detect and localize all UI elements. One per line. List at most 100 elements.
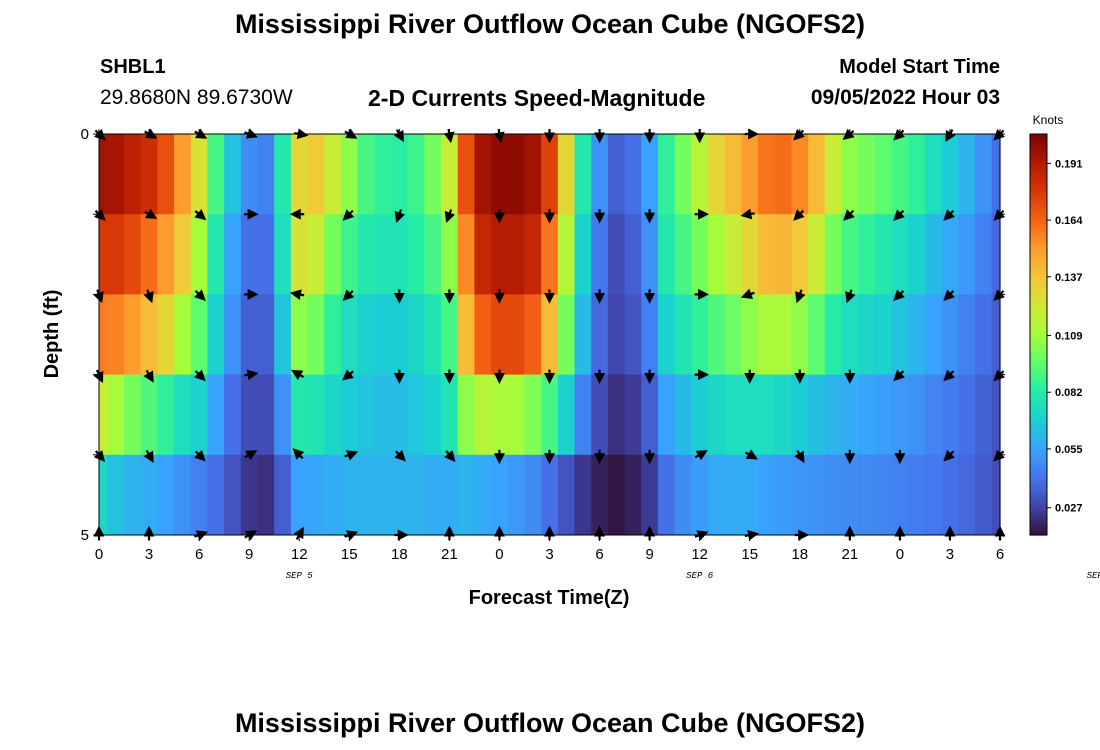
colorbar-swatch	[1030, 309, 1047, 313]
colorbar-swatch	[1030, 306, 1047, 311]
heatmap-cell	[708, 374, 726, 456]
heatmap-cell	[424, 454, 442, 536]
colorbar-swatch	[1030, 289, 1047, 293]
colorbar-swatch	[1030, 241, 1047, 245]
colorbar-swatch	[1030, 477, 1047, 481]
colorbar-swatch	[1030, 442, 1047, 446]
x-tick-label: 12	[691, 546, 708, 563]
heatmap-cell	[274, 454, 292, 536]
y-tick-label: 5	[81, 527, 89, 544]
colorbar-swatch	[1030, 519, 1047, 524]
current-arrow	[845, 289, 856, 304]
heatmap-cell	[240, 294, 259, 376]
heatmap-cell	[574, 374, 592, 456]
heatmap-cell	[574, 454, 592, 536]
heatmap-cell	[874, 214, 893, 295]
colorbar-swatch	[1030, 419, 1047, 423]
heatmap-cell	[891, 134, 909, 215]
colorbar-swatch	[1030, 154, 1047, 158]
heatmap-cell	[824, 294, 843, 376]
model-start-value: 09/05/2022 Hour 03	[810, 86, 1000, 109]
heatmap-cell	[858, 134, 876, 215]
heatmap-cell	[891, 374, 909, 456]
heatmap-cell	[307, 454, 325, 536]
heatmap-cell	[674, 134, 692, 215]
heatmap-cell	[457, 454, 476, 536]
heatmap-cell	[991, 454, 1001, 536]
heatmap-cell	[674, 454, 692, 536]
heatmap-cell	[357, 454, 375, 536]
colorbar-swatch	[1030, 141, 1047, 145]
colorbar-swatch	[1030, 507, 1047, 511]
heatmap-cell	[924, 374, 943, 456]
heatmap-cell	[774, 134, 793, 215]
heatmap-cell	[107, 294, 125, 376]
heatmap-cell	[524, 454, 542, 536]
heatmap-cell	[591, 134, 609, 215]
colorbar-swatch	[1030, 149, 1047, 153]
heatmap-cell	[958, 214, 976, 295]
heatmap-cell	[958, 134, 976, 215]
current-arrow	[444, 450, 456, 463]
heatmap-cell	[808, 214, 826, 295]
colorbar-swatch	[1030, 251, 1047, 255]
colorbar-swatch	[1030, 259, 1047, 263]
colorbar-swatch	[1030, 372, 1047, 376]
heatmap-cell	[491, 214, 509, 295]
heatmap-cell	[574, 214, 592, 295]
heatmap-cell	[224, 134, 242, 215]
colorbar-swatch	[1030, 502, 1047, 506]
colorbar-swatch	[1030, 249, 1047, 253]
heatmap-cell	[724, 294, 742, 376]
colorbar-swatch	[1030, 437, 1047, 441]
heatmap-cell	[874, 454, 893, 536]
colorbar-swatch	[1030, 164, 1047, 168]
heatmap-cell	[124, 454, 142, 536]
chart-title: Mississippi River Outflow Ocean Cube (NG…	[234, 9, 866, 39]
heatmap-cell	[958, 294, 976, 376]
heatmap-cell	[824, 374, 843, 456]
colorbar-swatch	[1030, 236, 1047, 240]
x-tick-label: 21	[841, 546, 858, 563]
heatmap-cell	[541, 214, 559, 295]
colorbar-swatch	[1030, 434, 1047, 438]
heatmap-cell	[257, 454, 275, 536]
heatmap-cell	[908, 374, 926, 456]
colorbar-swatch	[1030, 144, 1047, 148]
x-axis: 0 3 6 9 12 15 18 21 0 3 6 9 12 15 18 21 0 3 6 SEP 5 SEP 6 SEP…	[95, 129, 1100, 581]
colorbar-swatch	[1030, 174, 1047, 178]
colorbar-swatch	[1030, 409, 1047, 413]
heatmap-cell	[591, 294, 609, 376]
colorbar-swatch	[1030, 211, 1047, 215]
heatmap-cell	[774, 294, 793, 376]
heatmap-cell	[591, 454, 609, 536]
colorbar-swatch	[1030, 489, 1047, 493]
heatmap-cell	[157, 454, 175, 536]
colorbar-swatch	[1030, 452, 1047, 456]
y-tick-label: 0	[81, 126, 89, 143]
colorbar-swatch	[1030, 424, 1047, 428]
station-coordinates: 29.8680N 89.6730W	[100, 86, 293, 109]
heatmap-cell	[407, 374, 425, 456]
heatmap-cell	[874, 294, 893, 376]
colorbar-swatch	[1030, 367, 1047, 371]
heatmap-cell	[607, 214, 626, 295]
colorbar: 0.191 0.164 0.137 0.109 0.082 0.055 0.027	[1029, 133, 1083, 536]
heatmap-cell	[691, 214, 709, 295]
colorbar-tick-label: 0.137	[1055, 272, 1083, 284]
heatmap-cell	[774, 214, 793, 295]
heatmap-cell	[357, 134, 375, 215]
heatmap-cell	[924, 214, 943, 295]
heatmap-cell	[390, 134, 409, 215]
heatmap-cell	[758, 294, 776, 376]
heatmap-cell	[758, 134, 776, 215]
heatmap-cell	[124, 134, 142, 215]
heatmap-cell	[390, 374, 409, 456]
heatmap-cell	[741, 134, 759, 215]
heatmap-cell	[207, 374, 225, 456]
current-arrow	[291, 369, 305, 381]
heatmap-cell	[207, 294, 225, 376]
colorbar-swatch	[1030, 166, 1047, 170]
current-arrow	[793, 209, 805, 221]
heatmap-cell	[491, 374, 509, 456]
